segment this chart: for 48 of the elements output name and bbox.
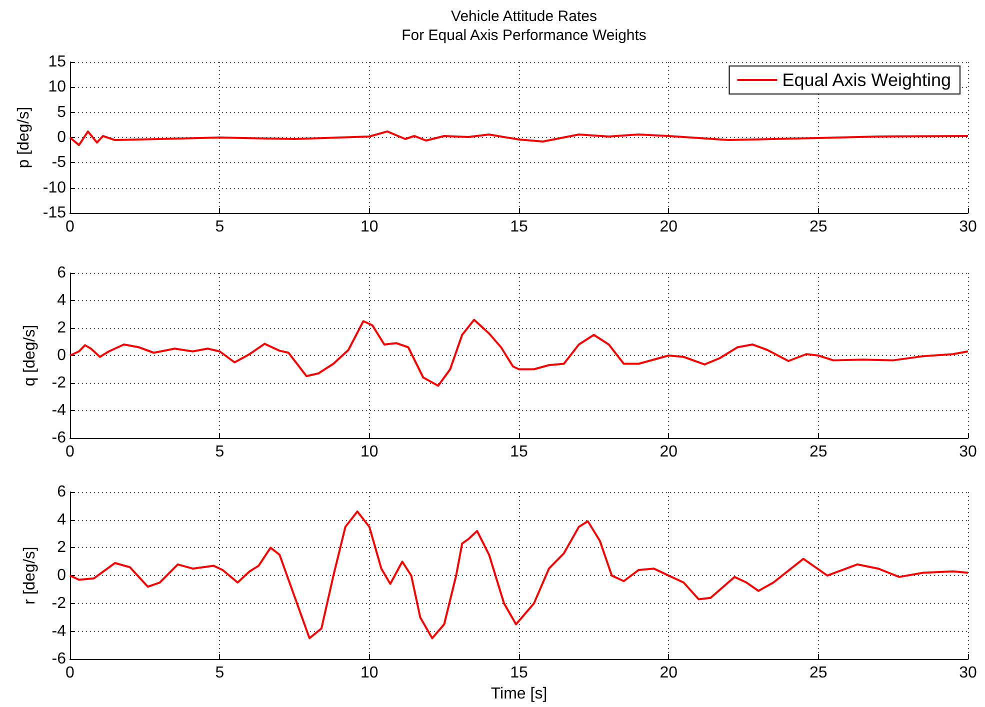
x-tick-label: 15 [510,664,528,682]
y-tick-label: 6 [57,484,66,500]
x-tick-label: 30 [959,444,977,460]
x-tick-label: 30 [959,664,977,682]
x-tick-label: 15 [510,218,528,236]
chart-title: Vehicle Attitude Rates For Equal Axis Performance Weights [402,8,646,44]
y-tick-label: 4 [57,511,66,528]
x-tick-label: 5 [215,218,224,236]
y-tick-label: 4 [57,292,66,309]
y-tick-label: -4 [52,402,66,419]
y-tick-label: -10 [42,179,66,196]
y-tick-label: -2 [52,374,66,392]
x-tick-label: 5 [215,444,224,460]
y-tick-label: 0 [57,567,66,584]
y-axis-title: q [deg/s] [22,324,38,386]
x-tick-label: 20 [660,218,678,236]
y-tick-label: 6 [57,264,66,282]
x-tick-label: 10 [360,444,378,460]
x-tick-label: 25 [809,664,828,682]
line-series [69,318,969,387]
x-tick-label: 15 [510,444,528,460]
x-tick-label: 20 [660,444,678,460]
y-axis-title: p [deg/s] [15,106,32,168]
y-tick-label: 2 [57,539,66,556]
y-tick-label: -5 [52,154,66,172]
y-tick-label: 0 [57,347,66,364]
x-tick-label: 25 [809,218,828,236]
y-tick-label: 15 [48,54,66,70]
x-tick-label: 10 [360,218,378,236]
y-tick-label: 10 [48,78,66,96]
x-axis-title: Time [s] [490,686,548,702]
y-tick-label: 0 [57,129,66,146]
y-tick-label: -15 [42,204,66,222]
y-tick-label: 2 [57,320,66,336]
y-tick-label: -6 [52,430,66,446]
x-tick-label: 25 [809,444,828,460]
y-axis-title: r [deg/s] [22,546,38,604]
y-tick-label: -6 [52,650,66,668]
line-series [69,510,969,640]
x-tick-label: 20 [660,664,678,682]
y-tick-label: 5 [57,104,66,121]
x-tick-label: 10 [360,664,378,682]
line-series [69,130,969,146]
x-tick-label: 5 [215,664,224,682]
legend-label: Equal Axis Weighting [782,70,952,90]
y-tick-label: -2 [52,594,66,612]
y-tick-label: -4 [52,622,66,640]
x-tick-label: 30 [959,218,977,236]
